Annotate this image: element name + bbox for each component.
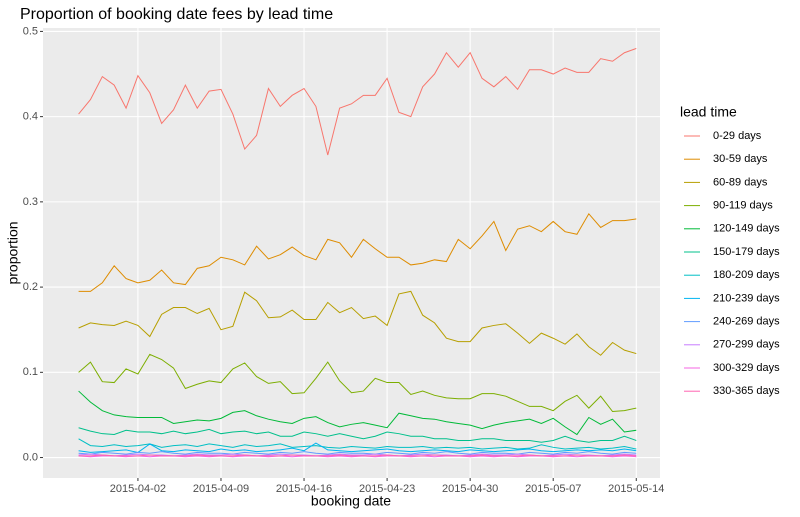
series-line <box>78 290 637 356</box>
legend-label: 60-89 days <box>713 176 768 188</box>
y-tick-label: 0.2 <box>23 281 38 293</box>
x-tick-label: 2015-04-23 <box>359 483 415 495</box>
y-tick-label: 0.3 <box>23 196 38 208</box>
x-tick-label: 2015-04-30 <box>442 483 498 495</box>
panel-background <box>43 28 660 478</box>
series-line <box>78 442 637 453</box>
legend-label: 270-299 days <box>713 339 780 351</box>
y-axis-label: proportion <box>5 221 21 284</box>
y-tick-label: 0.1 <box>23 366 38 378</box>
series-line <box>78 427 637 443</box>
series-line <box>78 451 637 455</box>
x-tick-label: 2015-05-07 <box>525 483 581 495</box>
legend-label: 0-29 days <box>713 130 762 142</box>
legend-label: 300-329 days <box>713 362 780 374</box>
x-tick-label: 2015-05-14 <box>608 483 664 495</box>
series-line <box>78 454 637 457</box>
series-line <box>78 353 637 413</box>
x-tick-label: 2015-04-16 <box>276 483 332 495</box>
legend-label: 210-239 days <box>713 292 780 304</box>
x-tick-label: 2015-04-09 <box>193 483 249 495</box>
legend-title: lead time <box>680 104 737 120</box>
series-line <box>78 212 637 292</box>
legend-label: 330-365 days <box>713 385 780 397</box>
legend-label: 180-209 days <box>713 269 780 281</box>
chart-title: Proportion of booking date fees by lead … <box>20 6 333 23</box>
x-axis-label: booking date <box>311 493 391 509</box>
y-tick-label: 0.0 <box>23 451 38 463</box>
legend-label: 150-179 days <box>713 246 780 258</box>
y-tick-label: 0.5 <box>23 25 38 37</box>
legend-label: 30-59 days <box>713 153 768 165</box>
legend-label: 90-119 days <box>713 200 773 212</box>
y-tick-label: 0.4 <box>23 111 38 123</box>
series-line <box>78 390 637 436</box>
legend-label: 120-149 days <box>713 223 780 235</box>
legend-label: 240-269 days <box>713 316 780 328</box>
series-line <box>78 47 637 156</box>
x-tick-label: 2015-04-02 <box>110 483 166 495</box>
series-line <box>78 438 637 450</box>
